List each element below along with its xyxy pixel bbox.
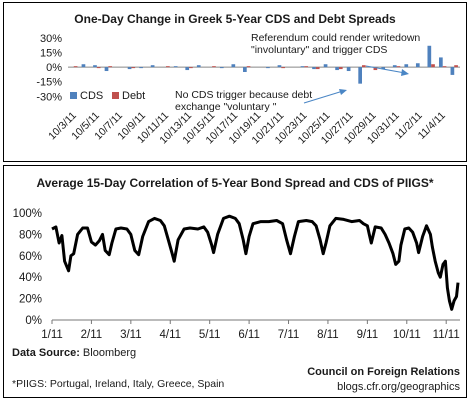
bar-cds <box>346 67 351 72</box>
x-tick-label: 7/11 <box>278 329 300 341</box>
x-tick-label: 10/11 <box>393 329 421 341</box>
bar-cds <box>139 67 143 69</box>
bar-cds <box>196 65 201 68</box>
y-tick-label: 0% <box>25 315 42 327</box>
correlation-chart-panel: Average 15-Day Correlation of 5-Year Bon… <box>3 165 467 398</box>
y-tick-label: 80% <box>19 229 42 241</box>
bar-cds <box>427 45 432 68</box>
bar-debt <box>442 66 447 68</box>
bar-cds <box>93 65 97 68</box>
annotation-referendum: "involuntary" and trigger CDS <box>251 44 387 56</box>
bar-cds <box>404 64 409 68</box>
bar-debt <box>131 67 136 69</box>
y-tick-label: 30% <box>40 33 62 45</box>
bar-cds <box>415 63 420 68</box>
bar-cds <box>335 67 339 71</box>
bar-cds <box>173 66 178 68</box>
bar-cds <box>323 64 328 68</box>
legend-label-cds: CDS <box>80 90 103 102</box>
annotation-referendum: Referendum could render writedown <box>251 32 420 44</box>
bar-cds <box>439 57 443 68</box>
bar-cds <box>300 66 305 68</box>
y-tick-label: -30% <box>36 91 62 103</box>
y-tick-label: -15% <box>36 77 62 89</box>
x-tick-label: 5/11 <box>199 329 221 341</box>
bar-debt <box>362 65 366 68</box>
bar-debt <box>189 67 193 69</box>
bar-debt <box>96 67 101 69</box>
bottom-chart-title: Average 15-Day Correlation of 5-Year Bon… <box>36 176 434 190</box>
bar-cds <box>219 67 224 69</box>
bar-debt <box>281 67 285 69</box>
x-tick-label: 6/11 <box>238 329 260 341</box>
bar-cds <box>231 64 236 68</box>
x-tick-label: 11/11 <box>433 329 460 341</box>
correlation-line-chart: 100% 80% 60% 40% 20% 0% 1/11 2/11 3/11 4/11 5/11 6/… <box>13 208 460 341</box>
top-chart-title: One-Day Change in Greek 5-Year CDS and D… <box>74 12 396 26</box>
legend-swatch-cds <box>70 92 77 99</box>
bar-debt <box>73 66 78 68</box>
bar-debt <box>454 65 458 68</box>
annotation-no-trigger: No CDS trigger because debt <box>175 89 312 101</box>
data-source-label: Data Source: <box>12 347 80 359</box>
y-tick-label: 60% <box>19 251 42 263</box>
bar-cds <box>81 64 86 68</box>
bar-cds <box>450 67 455 75</box>
bar-cds <box>381 67 386 70</box>
bar-cds <box>185 67 190 71</box>
bar-debt <box>166 66 170 68</box>
annotation-arrowhead-referendum <box>401 69 409 76</box>
annotation-no-trigger: exchange "voluntary " <box>175 101 277 113</box>
data-source-value: Bloomberg <box>82 347 137 359</box>
y-tick-label: 0% <box>46 62 62 74</box>
cds-debt-bar-chart: 30%15%0%-15%-30%10/3/1110/5/1110/7/1110/… <box>36 32 460 146</box>
annotation-arrow-referendum <box>365 65 406 74</box>
bar-cds <box>127 67 132 70</box>
x-tick-label: 3/11 <box>120 329 142 341</box>
y-tick-label: 40% <box>19 272 42 284</box>
y-tick-label: 15% <box>40 48 62 60</box>
bar-cds <box>277 65 282 68</box>
x-tick-label: 8/11 <box>317 329 339 341</box>
org-name: Council on Foreign Relations <box>307 366 460 378</box>
bar-debt <box>396 66 401 68</box>
bar-cds <box>392 65 397 68</box>
bar-cds <box>358 67 362 84</box>
legend-swatch-debt <box>112 92 119 99</box>
bar-debt <box>373 67 378 71</box>
bar-cds <box>104 67 109 72</box>
bar-debt <box>212 66 216 68</box>
cds-debt-chart-panel: One-Day Change in Greek 5-Year CDS and D… <box>3 2 467 162</box>
correlation-line <box>51 214 460 311</box>
bar-cds <box>243 67 247 72</box>
bar-debt <box>315 67 320 70</box>
bar-cds <box>312 67 316 70</box>
piigs-footnote: *PIIGS: Portugal, Ireland, Italy, Greece… <box>12 378 225 390</box>
y-tick-label: 100% <box>13 208 42 220</box>
bar-debt <box>304 66 309 68</box>
y-tick-label: 20% <box>19 294 42 306</box>
x-tick-label: 1/11 <box>41 329 63 341</box>
bar-debt <box>246 66 251 68</box>
data-source-note: Data Source: Bloomberg <box>12 347 136 359</box>
bar-debt <box>431 64 435 68</box>
x-tick-label: 9/11 <box>357 329 379 341</box>
x-tick-label: 4/11 <box>159 329 181 341</box>
annotation-arrow-no-trigger <box>303 90 344 104</box>
bar-debt <box>108 66 113 68</box>
legend-label-debt: Debt <box>122 90 145 102</box>
bar-cds <box>150 65 155 68</box>
bar-cds <box>266 67 270 69</box>
bar-debt <box>338 67 343 70</box>
org-url: blogs.cfr.org/geographics <box>337 381 460 393</box>
annotation-arrowhead-no-trigger <box>339 89 347 95</box>
x-tick-label: 2/11 <box>81 329 103 341</box>
